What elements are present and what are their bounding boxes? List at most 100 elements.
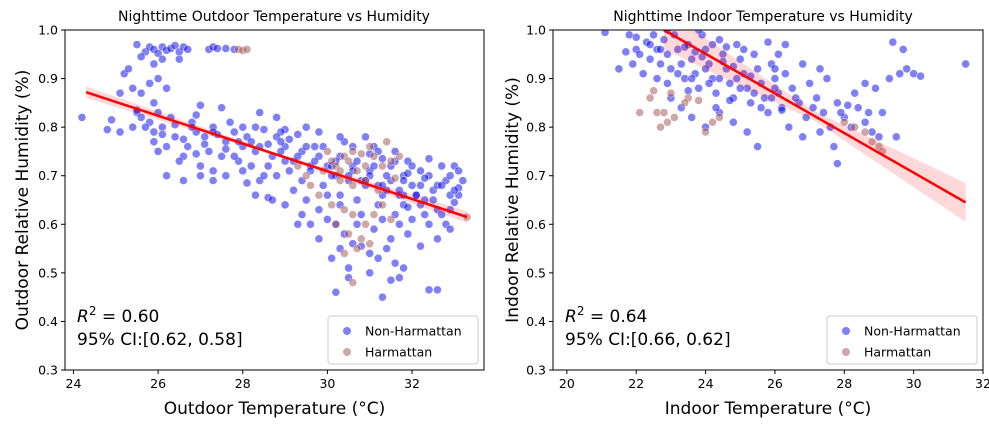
- y-tick-label: 0.6: [526, 217, 546, 232]
- chart-title: Nighttime Indoor Temperature vs Humidity: [613, 9, 913, 25]
- scatter-point: [407, 181, 417, 190]
- scatter-point: [361, 219, 370, 229]
- scatter-point: [213, 44, 222, 53]
- scatter-point: [149, 59, 159, 69]
- scatter-point: [839, 117, 849, 127]
- scatter-point: [365, 239, 375, 249]
- scatter-point: [149, 137, 159, 147]
- ci-annotation: 95% CI:[0.66, 0.62]: [565, 330, 731, 350]
- scatter-point: [711, 103, 721, 113]
- scatter-point: [399, 176, 408, 185]
- scatter-point: [255, 108, 264, 117]
- scatter-point: [318, 181, 328, 190]
- scatter-point: [739, 45, 749, 54]
- scatter-point: [725, 79, 735, 88]
- scatter-point: [791, 93, 801, 103]
- scatter-point: [378, 161, 387, 171]
- scatter-point: [280, 200, 290, 210]
- scatter-point: [323, 147, 332, 156]
- scatter-point: [638, 69, 648, 79]
- scatter-point: [153, 74, 163, 83]
- scatter-point: [437, 210, 446, 219]
- scatter-point: [666, 88, 676, 98]
- scatter-point: [352, 219, 362, 229]
- scatter-point: [878, 108, 887, 117]
- scatter-point: [753, 64, 762, 74]
- scatter-point: [708, 40, 717, 49]
- scatter-point: [677, 59, 686, 69]
- scatter-point: [174, 156, 184, 166]
- scatter-point: [331, 219, 341, 229]
- scatter-point: [272, 113, 281, 122]
- scatter-point: [221, 44, 231, 53]
- scatter-point: [715, 35, 724, 45]
- scatter-point: [162, 142, 171, 151]
- scatter-point: [356, 210, 366, 219]
- scatter-point: [701, 64, 710, 74]
- x-tick-label: 22: [628, 376, 644, 391]
- scatter-point: [683, 86, 693, 96]
- scatter-point: [659, 35, 669, 45]
- axes-frame: [64, 29, 485, 371]
- scatter-point: [437, 161, 446, 171]
- scatter-point: [344, 229, 353, 239]
- scatter-point: [631, 32, 641, 42]
- scatter-point: [656, 45, 665, 54]
- scatter-point: [285, 134, 294, 144]
- y-tick-label: 0.5: [38, 265, 58, 280]
- scatter-point: [437, 181, 446, 190]
- scatter-point: [694, 30, 703, 35]
- scatter-point: [107, 115, 116, 125]
- scatter-point: [276, 137, 286, 147]
- scatter-point: [403, 168, 413, 178]
- y-tick-label: 0.3: [526, 363, 546, 378]
- scatter-point: [895, 69, 905, 79]
- x-tick-label: 32: [404, 376, 420, 391]
- scatter-point: [708, 117, 717, 127]
- scatter-point: [208, 176, 218, 185]
- axes-frame: [552, 29, 984, 371]
- scatter-point: [285, 166, 294, 176]
- scatter-point: [301, 122, 311, 132]
- x-tick-label: 28: [836, 376, 852, 391]
- scatter-point: [162, 83, 171, 93]
- legend-box: [826, 315, 978, 365]
- scatter-point: [179, 176, 188, 185]
- scatter-point: [382, 137, 391, 147]
- scatter-point: [386, 234, 396, 244]
- scatter-point: [850, 88, 859, 98]
- x-tick-label: 24: [66, 376, 82, 391]
- legend-box: [327, 315, 479, 365]
- legend-label: Non-Harmattan: [864, 324, 961, 339]
- scatter-point: [115, 88, 125, 98]
- scatter-point: [301, 171, 311, 181]
- scatter-point: [722, 42, 731, 52]
- legend-label: Harmattan: [365, 345, 432, 360]
- scatter-point: [174, 54, 184, 64]
- scatter-point: [424, 219, 434, 229]
- scatter-point: [735, 83, 745, 93]
- scatter-point: [297, 210, 307, 219]
- legend-marker: [842, 348, 850, 356]
- scatter-point: [352, 156, 362, 166]
- chart-title: Nighttime Outdoor Temperature vs Humidit…: [118, 9, 430, 25]
- legend-marker: [343, 348, 351, 356]
- scatter-point: [458, 176, 468, 185]
- scatter-point: [652, 74, 662, 83]
- scatter-point: [853, 103, 863, 113]
- scatter-point: [961, 59, 970, 69]
- scatter-point: [373, 253, 383, 263]
- scatter-point: [656, 59, 665, 69]
- scatter-point: [649, 30, 658, 40]
- scatter-point: [732, 40, 742, 49]
- scatter-point: [158, 54, 167, 64]
- scatter-point: [327, 253, 336, 263]
- scatter-point: [293, 130, 303, 139]
- scatter-point: [781, 69, 790, 79]
- scatter-point: [424, 154, 434, 164]
- scatter-point: [115, 127, 125, 137]
- scatter-point: [221, 144, 231, 154]
- scatter-point: [843, 100, 853, 110]
- scatter-point: [673, 69, 683, 79]
